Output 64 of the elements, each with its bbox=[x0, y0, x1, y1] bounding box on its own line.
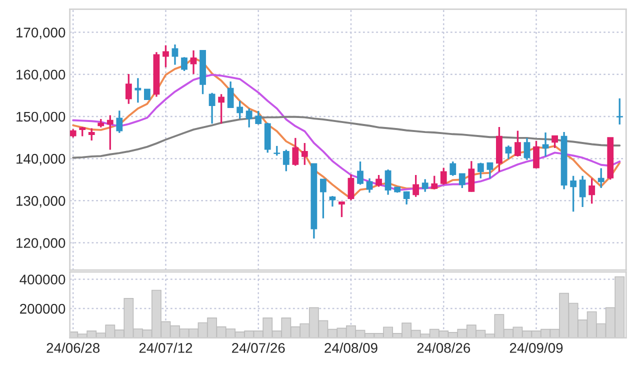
candlestick bbox=[533, 140, 540, 170]
candlestick bbox=[598, 167, 604, 189]
x-tick-label: 24/09/09 bbox=[510, 342, 563, 353]
candlestick bbox=[366, 178, 373, 194]
x-tick-label: 24/08/26 bbox=[417, 342, 470, 353]
candlestick bbox=[282, 148, 290, 172]
y-tick-label: 120,000 bbox=[16, 238, 66, 250]
candlestick bbox=[579, 174, 586, 208]
candlestick bbox=[227, 80, 234, 108]
candlestick bbox=[431, 174, 438, 190]
candlestick bbox=[181, 56, 188, 72]
x-tick-label: 24/08/09 bbox=[324, 342, 378, 353]
line-series bbox=[72, 57, 621, 200]
candlestick bbox=[338, 201, 345, 218]
candlestick bbox=[208, 92, 216, 124]
candlestick bbox=[570, 174, 577, 212]
candlestick bbox=[477, 162, 484, 180]
y-tick-label: 400000 bbox=[20, 274, 66, 284]
candlestick bbox=[450, 160, 456, 177]
candlestick bbox=[116, 110, 123, 134]
y-tick-label: 200000 bbox=[20, 304, 66, 314]
candlestick bbox=[552, 135, 558, 149]
x-tick-label: 24/07/12 bbox=[139, 342, 192, 353]
candlestick bbox=[348, 174, 354, 202]
y-tick-label: 170,000 bbox=[16, 28, 66, 40]
candlestick bbox=[144, 88, 150, 100]
candlestick bbox=[162, 44, 169, 68]
candlestick bbox=[292, 137, 299, 167]
candlestick bbox=[218, 93, 225, 124]
candlestick bbox=[616, 98, 623, 126]
candlestick bbox=[422, 178, 428, 193]
candlestick bbox=[514, 130, 521, 158]
candlestick bbox=[88, 127, 95, 142]
candlestick bbox=[79, 126, 86, 138]
candlestick bbox=[542, 132, 549, 158]
candlestick bbox=[320, 178, 326, 220]
candlestick bbox=[524, 137, 530, 161]
candlestick bbox=[106, 114, 114, 151]
y-tick-label: 140,000 bbox=[16, 154, 66, 166]
candlestick bbox=[190, 50, 197, 75]
x-tick-label: 24/06/28 bbox=[46, 342, 100, 353]
candlestick bbox=[412, 174, 420, 198]
candlestick bbox=[458, 172, 466, 189]
candlestick bbox=[403, 190, 410, 206]
candlestick bbox=[505, 144, 512, 160]
candlestick bbox=[246, 108, 252, 128]
candlestick bbox=[588, 178, 596, 204]
y-tick-label: 150,000 bbox=[16, 112, 66, 124]
candlestick bbox=[236, 100, 244, 120]
y-tick-label: 130,000 bbox=[16, 196, 66, 208]
x-tick-label: 24/07/26 bbox=[232, 342, 285, 353]
candlestick bbox=[376, 174, 382, 188]
candlestick bbox=[274, 145, 280, 156]
candlestick bbox=[384, 168, 392, 196]
candlestick bbox=[301, 142, 308, 166]
candlestick bbox=[172, 44, 178, 66]
candlestick bbox=[134, 77, 142, 104]
candlestick bbox=[486, 162, 494, 180]
candlestick bbox=[125, 73, 132, 105]
candlestick bbox=[440, 166, 447, 186]
candlestick bbox=[255, 110, 262, 126]
candlestick bbox=[468, 160, 475, 193]
candlestick bbox=[357, 160, 364, 186]
y-tick-label: 160,000 bbox=[16, 70, 66, 82]
